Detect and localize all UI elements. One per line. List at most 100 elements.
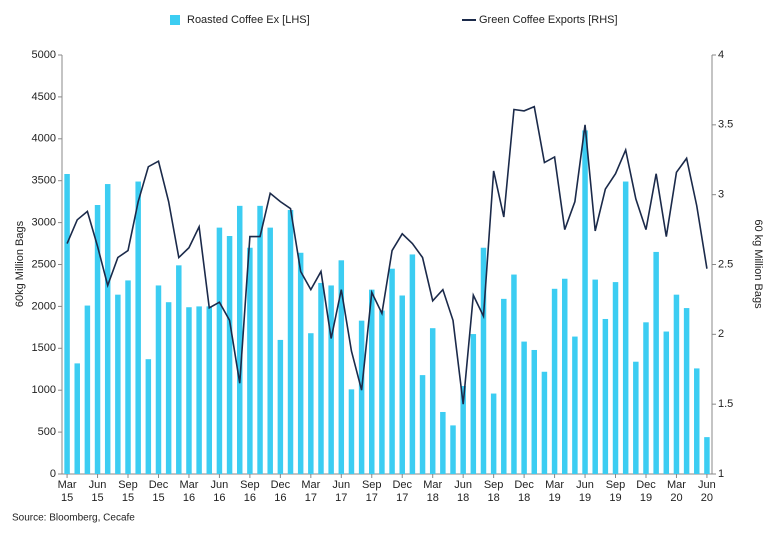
y-tick-label: 500 [38,426,56,438]
x-tick-label: Jun 19 [576,479,594,504]
x-tick-label: Sep 15 [118,479,138,504]
bar [419,375,426,474]
bar [135,181,141,474]
x-tick-label: Dec 16 [270,479,291,504]
x-tick-label: Jun 18 [454,479,473,504]
bar [369,289,375,474]
bar [470,334,477,474]
bar [653,251,659,474]
bar [328,285,334,474]
bar [440,411,446,474]
y2-tick-label: 3 [718,189,724,201]
y-tick-label: 2500 [32,258,56,270]
bar [673,294,680,474]
bar [94,205,101,474]
y2-axis-label: 60 kg Million Bags [752,219,764,309]
x-tick-label: Mar 15 [57,479,77,504]
bar [480,247,487,474]
bar [622,181,629,474]
bar [216,227,223,474]
x-tick-label: Sep 16 [240,479,260,504]
x-tick-label: Mar 20 [666,479,686,504]
bar [348,389,355,474]
bar [297,252,304,474]
bar [389,268,395,474]
x-tick-label: Jun 17 [332,479,351,504]
bar [399,295,405,474]
y-tick-label: 3000 [32,217,56,229]
bar [247,247,253,474]
bar [582,130,588,475]
bar [379,310,385,474]
bar [145,359,152,474]
legend-swatch [170,15,180,25]
bar [257,205,263,474]
bar [358,320,365,474]
bar [694,368,700,474]
bar [125,280,131,474]
y-axis-label: 60kg Million Bags [14,220,26,307]
y2-tick-label: 3.5 [718,119,733,131]
bar [84,305,91,474]
bar [643,322,649,474]
bar [561,278,568,474]
bar [501,298,507,474]
bar [64,173,70,474]
x-tick-label: Dec 15 [148,479,169,504]
x-tick-label: Jun 15 [88,479,107,504]
bar [704,437,710,474]
bar [196,306,202,474]
x-tick-label: Dec 19 [636,479,656,504]
y-tick-label: 5000 [32,49,56,61]
bar [531,349,538,474]
line [66,105,708,405]
x-tick-label: Dec 17 [392,479,413,504]
bar [115,294,121,474]
bar [612,282,619,474]
legend-label: Roasted Coffee Ex [LHS] [187,14,310,26]
x-tick-label: Mar 18 [423,479,443,504]
bar [74,363,80,474]
bar [236,205,243,474]
bar [104,184,111,474]
bar [551,288,558,474]
bar [226,236,233,474]
x-tick-label: Mar 17 [301,479,321,504]
y-tick-label: 3500 [32,175,56,187]
bar [602,318,609,474]
bar [511,274,517,474]
y-tick-label: 0 [50,468,56,480]
y-tick-label: 1000 [32,384,56,396]
y-tick-label: 1500 [32,342,56,354]
source: Source: Bloomberg, Cecafe [12,513,135,524]
bar [429,328,436,474]
bar [460,386,466,474]
bar [287,210,294,474]
bar [409,254,416,474]
y2-tick-label: 1.5 [718,398,733,410]
x-tick-label: Dec 18 [514,479,534,504]
bar [155,285,162,474]
bar [490,393,497,474]
y2-tick-label: 4 [718,49,724,61]
bar [450,425,456,474]
x-tick-label: Sep 17 [361,479,382,504]
x-tick-label: Mar 19 [545,479,565,504]
x-tick-label: Jun 16 [210,479,229,504]
bar [633,361,639,474]
bar [541,371,548,474]
bar [663,331,670,474]
y-tick-label: 2000 [32,300,56,312]
x-tick-label: Sep 18 [483,479,504,504]
y2-tick-label: 1 [718,468,724,480]
bar [592,279,598,474]
bar [338,260,345,474]
bar [165,302,172,474]
bar [186,307,192,474]
bar [318,282,324,474]
bar [176,265,182,474]
bar [308,333,314,474]
legend-label: Green Coffee Exports [RHS] [479,14,618,26]
